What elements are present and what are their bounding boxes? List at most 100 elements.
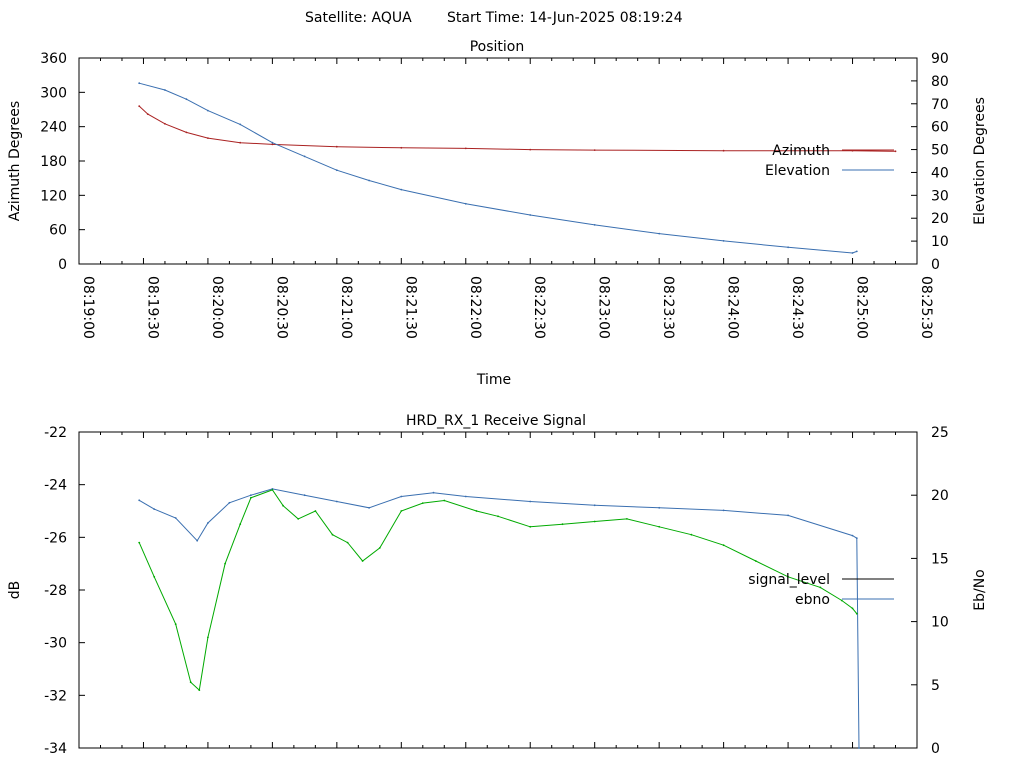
data-point xyxy=(146,113,149,115)
data-point xyxy=(271,143,274,146)
y-tick-label: 60 xyxy=(49,223,67,239)
signal-y-axis-label: dB xyxy=(7,581,23,600)
data-point xyxy=(207,636,209,639)
y-tick-label: 120 xyxy=(40,188,67,204)
data-point xyxy=(858,747,860,749)
x-tick-label: 08:19:30 xyxy=(144,276,160,339)
data-point xyxy=(153,508,156,510)
y-tick-label: -24 xyxy=(44,478,67,494)
data-point xyxy=(593,149,596,152)
y2-tick-label: 90 xyxy=(931,51,949,67)
data-point xyxy=(153,575,156,578)
data-point xyxy=(855,250,858,253)
signal-plot-frame xyxy=(78,431,918,749)
data-point xyxy=(297,518,300,520)
y-tick-label: -28 xyxy=(44,583,67,599)
data-point xyxy=(196,539,199,542)
data-point xyxy=(250,496,252,499)
position-y2-axis-label: Elevation Degrees xyxy=(972,97,988,225)
data-point xyxy=(855,537,858,540)
data-point xyxy=(368,506,370,509)
x-tick-label: 08:21:00 xyxy=(338,276,354,339)
y2-tick-label: 40 xyxy=(931,165,949,181)
y2-tick-label: 15 xyxy=(931,551,949,567)
data-point xyxy=(840,599,843,602)
y-tick-label: 360 xyxy=(40,51,67,67)
data-point xyxy=(529,500,532,503)
x-tick-label: 08:22:30 xyxy=(531,276,547,339)
series-line-Elevation xyxy=(139,82,857,254)
data-point xyxy=(722,149,725,152)
x-tick-label: 08:22:00 xyxy=(467,276,483,339)
data-point xyxy=(626,518,628,520)
y-tick-label: 240 xyxy=(40,120,67,136)
legend-label: ebno xyxy=(795,592,830,608)
data-point xyxy=(851,252,854,254)
data-point xyxy=(303,494,306,497)
x-tick-label: 08:24:30 xyxy=(789,276,805,339)
data-point xyxy=(497,515,499,518)
y2-tick-label: 5 xyxy=(931,678,940,694)
y2-tick-label: 30 xyxy=(931,188,949,204)
data-point xyxy=(138,82,141,85)
data-point xyxy=(164,122,166,125)
data-point xyxy=(228,501,231,504)
data-point xyxy=(174,517,177,519)
y-tick-label: -22 xyxy=(44,425,67,441)
data-point xyxy=(335,169,338,172)
data-point xyxy=(851,607,854,610)
data-point xyxy=(464,202,467,205)
data-point xyxy=(787,575,789,578)
data-point xyxy=(593,224,596,226)
data-point xyxy=(787,246,789,249)
data-point xyxy=(189,681,192,684)
data-point xyxy=(239,123,242,126)
data-point xyxy=(593,520,596,523)
data-point xyxy=(314,510,317,512)
x-tick-label: 08:23:00 xyxy=(596,276,612,339)
data-point xyxy=(593,504,596,507)
x-tick-label: 08:20:00 xyxy=(209,276,225,339)
series-line-ebno xyxy=(138,488,860,749)
y2-tick-label: 25 xyxy=(931,425,949,441)
data-point xyxy=(787,514,789,517)
y2-tick-label: 0 xyxy=(931,257,940,273)
data-point xyxy=(658,506,661,509)
legend-label: signal_level xyxy=(748,572,830,588)
data-point xyxy=(690,533,693,536)
data-point xyxy=(464,495,467,498)
data-point xyxy=(378,547,381,549)
data-point xyxy=(282,504,284,507)
data-point xyxy=(819,586,822,589)
data-point xyxy=(722,544,725,547)
data-point xyxy=(443,499,446,502)
data-point xyxy=(207,522,209,524)
data-point xyxy=(185,98,188,101)
y-tick-label: -32 xyxy=(44,688,67,704)
data-point xyxy=(335,500,338,503)
data-point xyxy=(239,523,242,526)
data-point xyxy=(250,494,252,497)
header-start-time: Start Time: 14-Jun-2025 08:19:24 xyxy=(447,10,683,26)
data-point xyxy=(138,541,141,544)
y2-tick-label: 50 xyxy=(931,143,949,159)
x-tick-label: 08:19:00 xyxy=(80,276,96,339)
y2-tick-label: 70 xyxy=(931,97,949,113)
data-point xyxy=(335,145,338,148)
signal-plot: -34 -32 -30 -28 -26 -24 -22 0 5 10 15 20 25 signal_le… xyxy=(44,425,949,757)
data-point xyxy=(400,188,403,191)
x-tick-label: 08:23:30 xyxy=(660,276,676,339)
x-tick-label: 08:24:00 xyxy=(725,276,741,339)
y2-tick-label: 60 xyxy=(931,120,949,136)
y-tick-label: -34 xyxy=(44,741,67,757)
data-point xyxy=(207,109,209,112)
y-tick-label: 180 xyxy=(40,154,67,170)
y-tick-label: 300 xyxy=(40,85,67,101)
y-tick-label: -30 xyxy=(44,636,67,652)
data-point xyxy=(271,489,274,491)
data-point xyxy=(658,232,661,235)
y-tick-label: 0 xyxy=(58,257,67,273)
data-point xyxy=(855,612,858,615)
